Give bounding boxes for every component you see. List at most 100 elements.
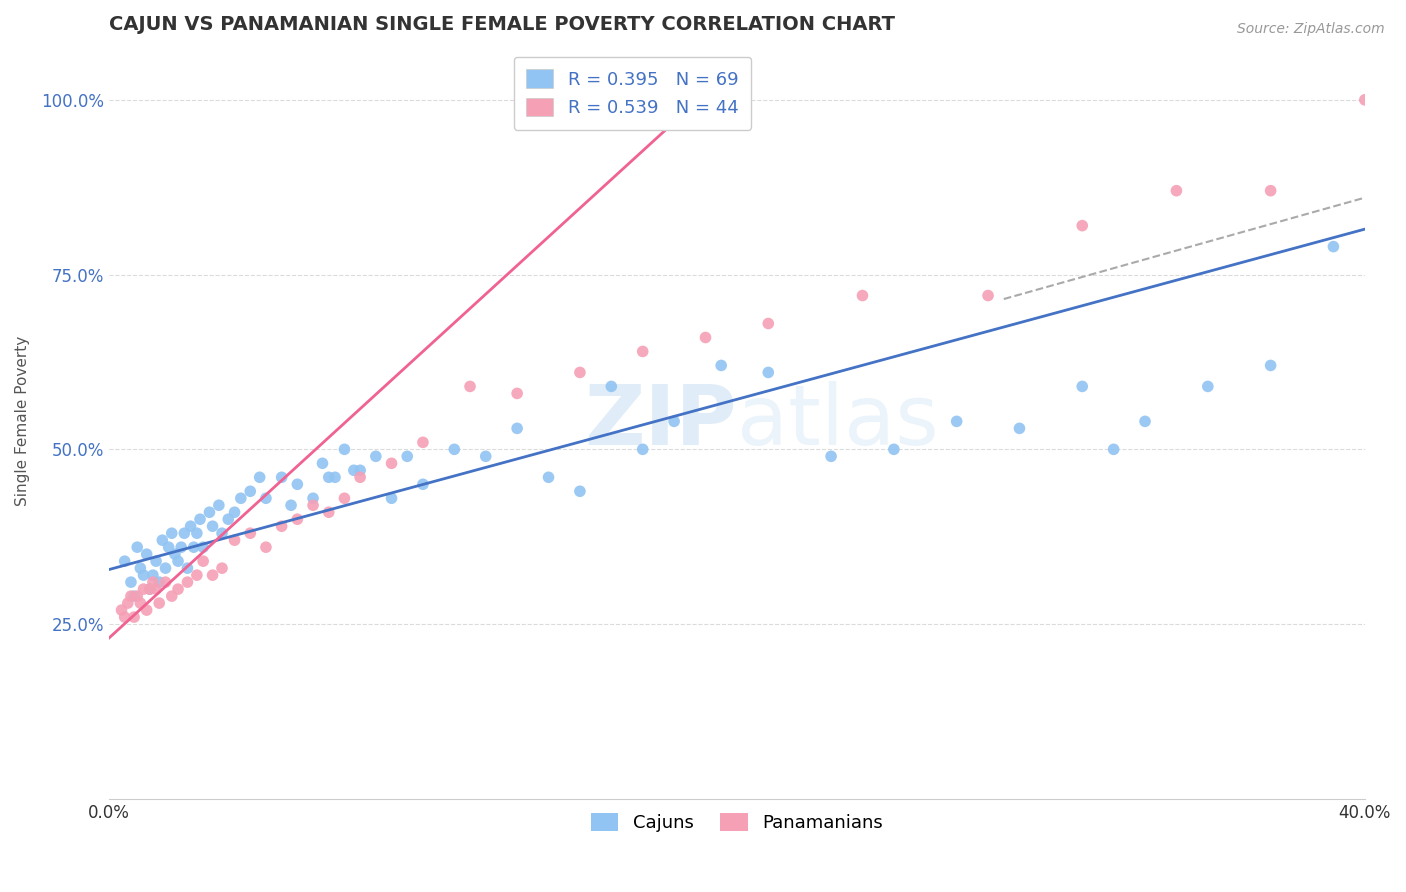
Point [173,526,195,541]
Point [176,575,198,590]
Point [142,575,165,590]
Point [208,498,231,512]
Point [122,610,145,624]
Point [1133,414,1156,428]
Point [318,470,340,484]
Point [211,526,233,541]
Point [1071,219,1094,233]
Legend: Cajuns, Panamanians: Cajuns, Panamanians [576,798,897,847]
Point [148,575,170,590]
Point [851,288,873,302]
Point [127,589,149,603]
Point [254,491,277,506]
Point [135,603,157,617]
Point [127,540,149,554]
Point [191,540,214,554]
Point [506,386,529,401]
Point [142,568,165,582]
Point [120,589,142,603]
Point [239,526,262,541]
Point [349,463,371,477]
Point [631,344,654,359]
Point [695,330,717,344]
Point [474,450,496,464]
Point [145,554,167,568]
Point [318,505,340,519]
Point [285,477,308,491]
Point [412,477,434,491]
Point [139,582,162,596]
Point [820,450,842,464]
Point [167,582,190,596]
Point [114,610,136,624]
Point [333,442,356,457]
Point [167,554,190,568]
Point [163,547,186,561]
Point [139,582,162,596]
Point [170,540,193,554]
Point [117,596,139,610]
Point [380,491,402,506]
Point [188,512,211,526]
Point [662,414,685,428]
Point [114,554,136,568]
Point [1260,359,1282,373]
Point [443,442,465,457]
Point [145,582,167,596]
Point [132,568,155,582]
Point [160,526,183,541]
Point [1354,93,1376,107]
Point [201,568,224,582]
Point [302,498,325,512]
Point [110,603,132,617]
Point [180,519,202,533]
Y-axis label: Single Female Poverty: Single Female Poverty [15,336,30,507]
Point [129,561,152,575]
Point [191,554,214,568]
Point [323,470,346,484]
Point [1166,184,1188,198]
Point [1071,379,1094,393]
Point [756,366,779,380]
Text: CAJUN VS PANAMANIAN SINGLE FEMALE POVERTY CORRELATION CHART: CAJUN VS PANAMANIAN SINGLE FEMALE POVERT… [110,15,896,34]
Point [945,414,967,428]
Point [155,575,177,590]
Point [198,505,221,519]
Point [160,589,183,603]
Point [148,596,170,610]
Point [600,379,623,393]
Point [285,512,308,526]
Point [280,498,302,512]
Point [302,491,325,506]
Point [1102,442,1125,457]
Point [883,442,905,457]
Point [756,317,779,331]
Point [1008,421,1031,435]
Point [270,519,292,533]
Point [157,540,180,554]
Point [710,359,733,373]
Point [396,450,419,464]
Point [458,379,481,393]
Text: Source: ZipAtlas.com: Source: ZipAtlas.com [1237,22,1385,37]
Point [1322,239,1344,253]
Point [176,561,198,575]
Point [150,533,173,548]
Point [311,456,333,470]
Point [135,547,157,561]
Point [977,288,1000,302]
Point [224,505,246,519]
Point [122,589,145,603]
Text: atlas: atlas [737,381,939,462]
Point [380,456,402,470]
Point [249,470,271,484]
Point [129,596,152,610]
Point [120,575,142,590]
Point [631,442,654,457]
Point [132,582,155,596]
Point [254,540,277,554]
Point [568,366,591,380]
Point [186,568,208,582]
Point [1260,184,1282,198]
Point [270,470,292,484]
